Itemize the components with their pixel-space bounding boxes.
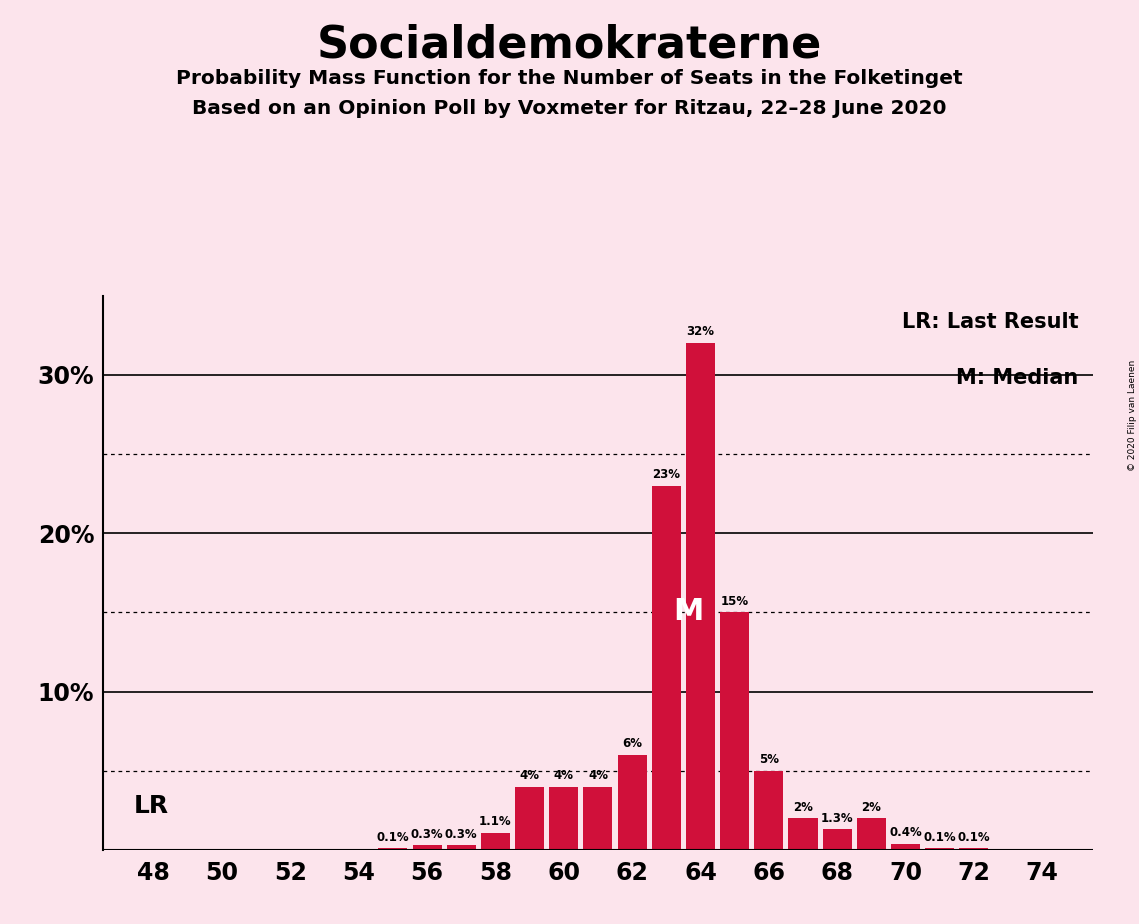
Text: 2%: 2% [793, 801, 813, 814]
Bar [686, 343, 715, 850]
Text: 15%: 15% [721, 595, 748, 608]
Text: 2%: 2% [861, 801, 882, 814]
Text: LR: Last Result: LR: Last Result [902, 312, 1079, 333]
Text: 0.4%: 0.4% [890, 826, 921, 839]
Text: M: M [673, 597, 704, 626]
Text: 0.3%: 0.3% [445, 828, 477, 841]
Text: 6%: 6% [622, 737, 642, 750]
Text: 4%: 4% [554, 769, 574, 782]
Text: 4%: 4% [519, 769, 540, 782]
Bar [515, 786, 544, 850]
Bar [481, 833, 510, 850]
Text: 0.1%: 0.1% [377, 831, 409, 844]
Text: 4%: 4% [588, 769, 608, 782]
Bar [754, 771, 784, 850]
Text: 32%: 32% [687, 325, 714, 338]
Text: 0.3%: 0.3% [411, 828, 443, 841]
Bar [822, 830, 852, 850]
Bar [925, 848, 954, 850]
Bar [446, 845, 476, 850]
Bar [857, 819, 886, 850]
Text: Based on an Opinion Poll by Voxmeter for Ritzau, 22–28 June 2020: Based on an Opinion Poll by Voxmeter for… [192, 99, 947, 118]
Bar [720, 613, 749, 850]
Text: 23%: 23% [653, 468, 680, 481]
Text: M: Median: M: Median [957, 368, 1079, 388]
Text: © 2020 Filip van Laenen: © 2020 Filip van Laenen [1128, 360, 1137, 471]
Bar [583, 786, 613, 850]
Text: Probability Mass Function for the Number of Seats in the Folketinget: Probability Mass Function for the Number… [177, 69, 962, 89]
Text: 5%: 5% [759, 753, 779, 766]
Text: Socialdemokraterne: Socialdemokraterne [317, 23, 822, 67]
Text: 0.1%: 0.1% [958, 831, 990, 844]
Text: 1.1%: 1.1% [480, 815, 511, 828]
Bar [617, 755, 647, 850]
Bar [412, 845, 442, 850]
Text: 0.1%: 0.1% [924, 831, 956, 844]
Text: 1.3%: 1.3% [821, 812, 853, 825]
Bar [959, 848, 989, 850]
Bar [891, 844, 920, 850]
Bar [788, 819, 818, 850]
Text: LR: LR [133, 794, 169, 818]
Bar [652, 486, 681, 850]
Bar [378, 848, 408, 850]
Bar [549, 786, 579, 850]
